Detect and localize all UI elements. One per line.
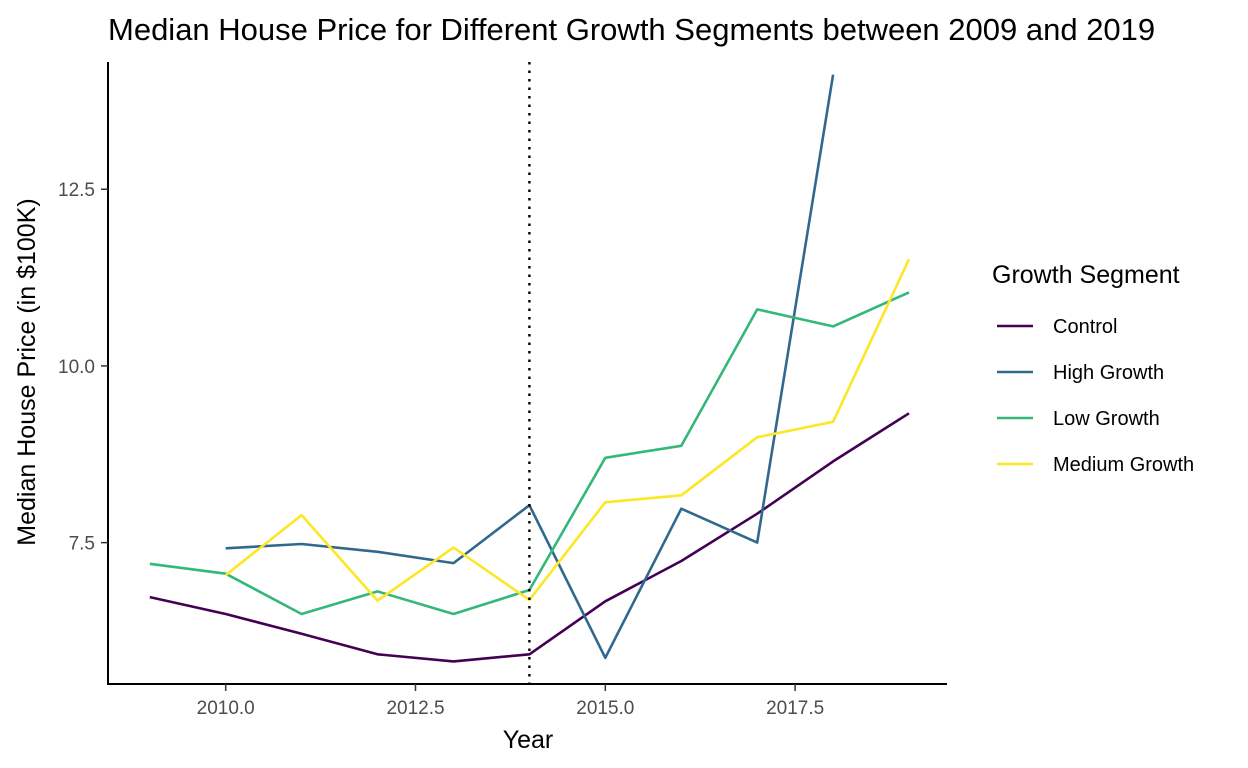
legend-title: Growth Segment (992, 261, 1180, 289)
plot-area: 2010.0 2012.5 2015.0 2017.5 7.5 10.0 12.5 (58, 62, 947, 719)
y-tick-label: 7.5 (69, 534, 95, 555)
series-line-high-growth (225, 74, 835, 660)
series-line-control (149, 412, 910, 663)
legend: Growth Segment Control High Growth Low Gro… (992, 261, 1194, 476)
legend-label-medium-growth: Medium Growth (1053, 454, 1194, 476)
x-tick-label: 2010.0 (197, 698, 255, 719)
chart-title: Median House Price for Different Growth … (108, 12, 1155, 47)
series-line-medium-growth (224, 258, 911, 602)
x-tick-label: 2017.5 (766, 698, 824, 719)
x-tick-label: 2012.5 (386, 698, 444, 719)
legend-label-low-growth: Low Growth (1053, 408, 1160, 430)
legend-label-control: Control (1053, 316, 1117, 338)
x-tick-label: 2015.0 (576, 698, 634, 719)
y-axis-title: Median House Price (in $100K) (13, 198, 41, 545)
y-tick-label: 10.0 (58, 357, 95, 378)
legend-label-high-growth: High Growth (1053, 362, 1164, 384)
x-axis-title: Year (503, 726, 554, 754)
y-tick-label: 12.5 (58, 180, 95, 201)
